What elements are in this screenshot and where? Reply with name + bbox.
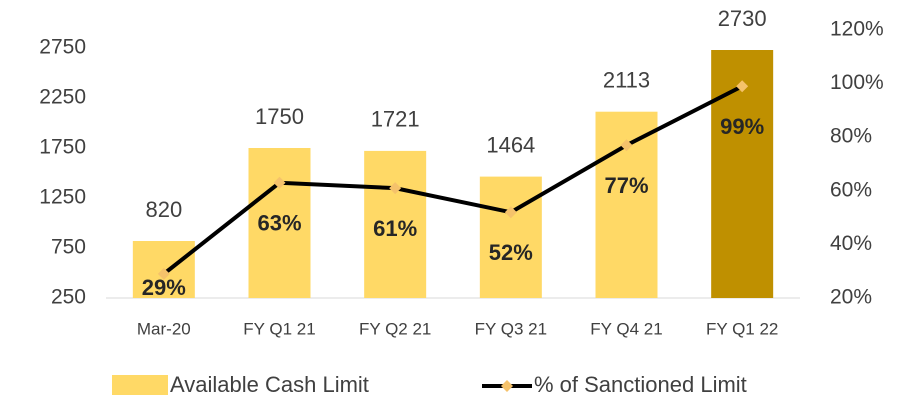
legend-swatch [112,375,168,395]
bar [248,148,311,298]
x-tick-label: FY Q4 21 [590,319,662,338]
data-label: 2113 [603,68,650,93]
y-tick-label: 750 [51,236,86,259]
x-tick-label: FY Q1 22 [706,319,778,338]
data-label: 63% [257,211,301,236]
y-tick-label: 1250 [39,186,86,209]
marker [504,206,517,219]
y2-tick-label: 40% [830,232,872,255]
legend-label: % of Sanctioned Limit [534,372,747,397]
x-tick-label: FY Q3 21 [475,319,547,338]
marker [389,182,402,195]
y-tick-label: 1750 [39,136,86,159]
marker [157,267,170,280]
marker [273,176,286,189]
data-label: 52% [489,240,533,265]
x-tick-label: FY Q1 21 [243,319,315,338]
data-label: 1721 [371,107,420,132]
data-label: 29% [142,275,186,300]
data-label: 77% [604,173,648,198]
y-tick-label: 2250 [39,86,86,109]
marker [736,80,749,93]
y2-tick-label: 20% [830,286,872,309]
x-tick-label: FY Q2 21 [359,319,431,338]
bar [364,150,427,298]
data-label: 99% [720,114,764,139]
legend-marker [501,380,513,392]
legend-label: Available Cash Limit [170,372,369,397]
data-label: 2730 [718,6,767,31]
y-tick-label: 2750 [39,36,86,59]
marker [620,139,633,152]
line [162,84,744,276]
bar [479,176,542,298]
y-tick-label: 250 [51,286,86,309]
y2-tick-label: 80% [830,125,872,148]
y2-tick-label: 120% [830,18,884,41]
x-tick-label: Mar-20 [137,319,191,338]
data-label: 820 [145,197,182,222]
data-label: 1750 [255,104,304,129]
data-label: 61% [373,216,417,241]
y2-tick-label: 60% [830,178,872,201]
data-label: 1464 [486,132,535,157]
y2-tick-label: 100% [830,71,884,94]
